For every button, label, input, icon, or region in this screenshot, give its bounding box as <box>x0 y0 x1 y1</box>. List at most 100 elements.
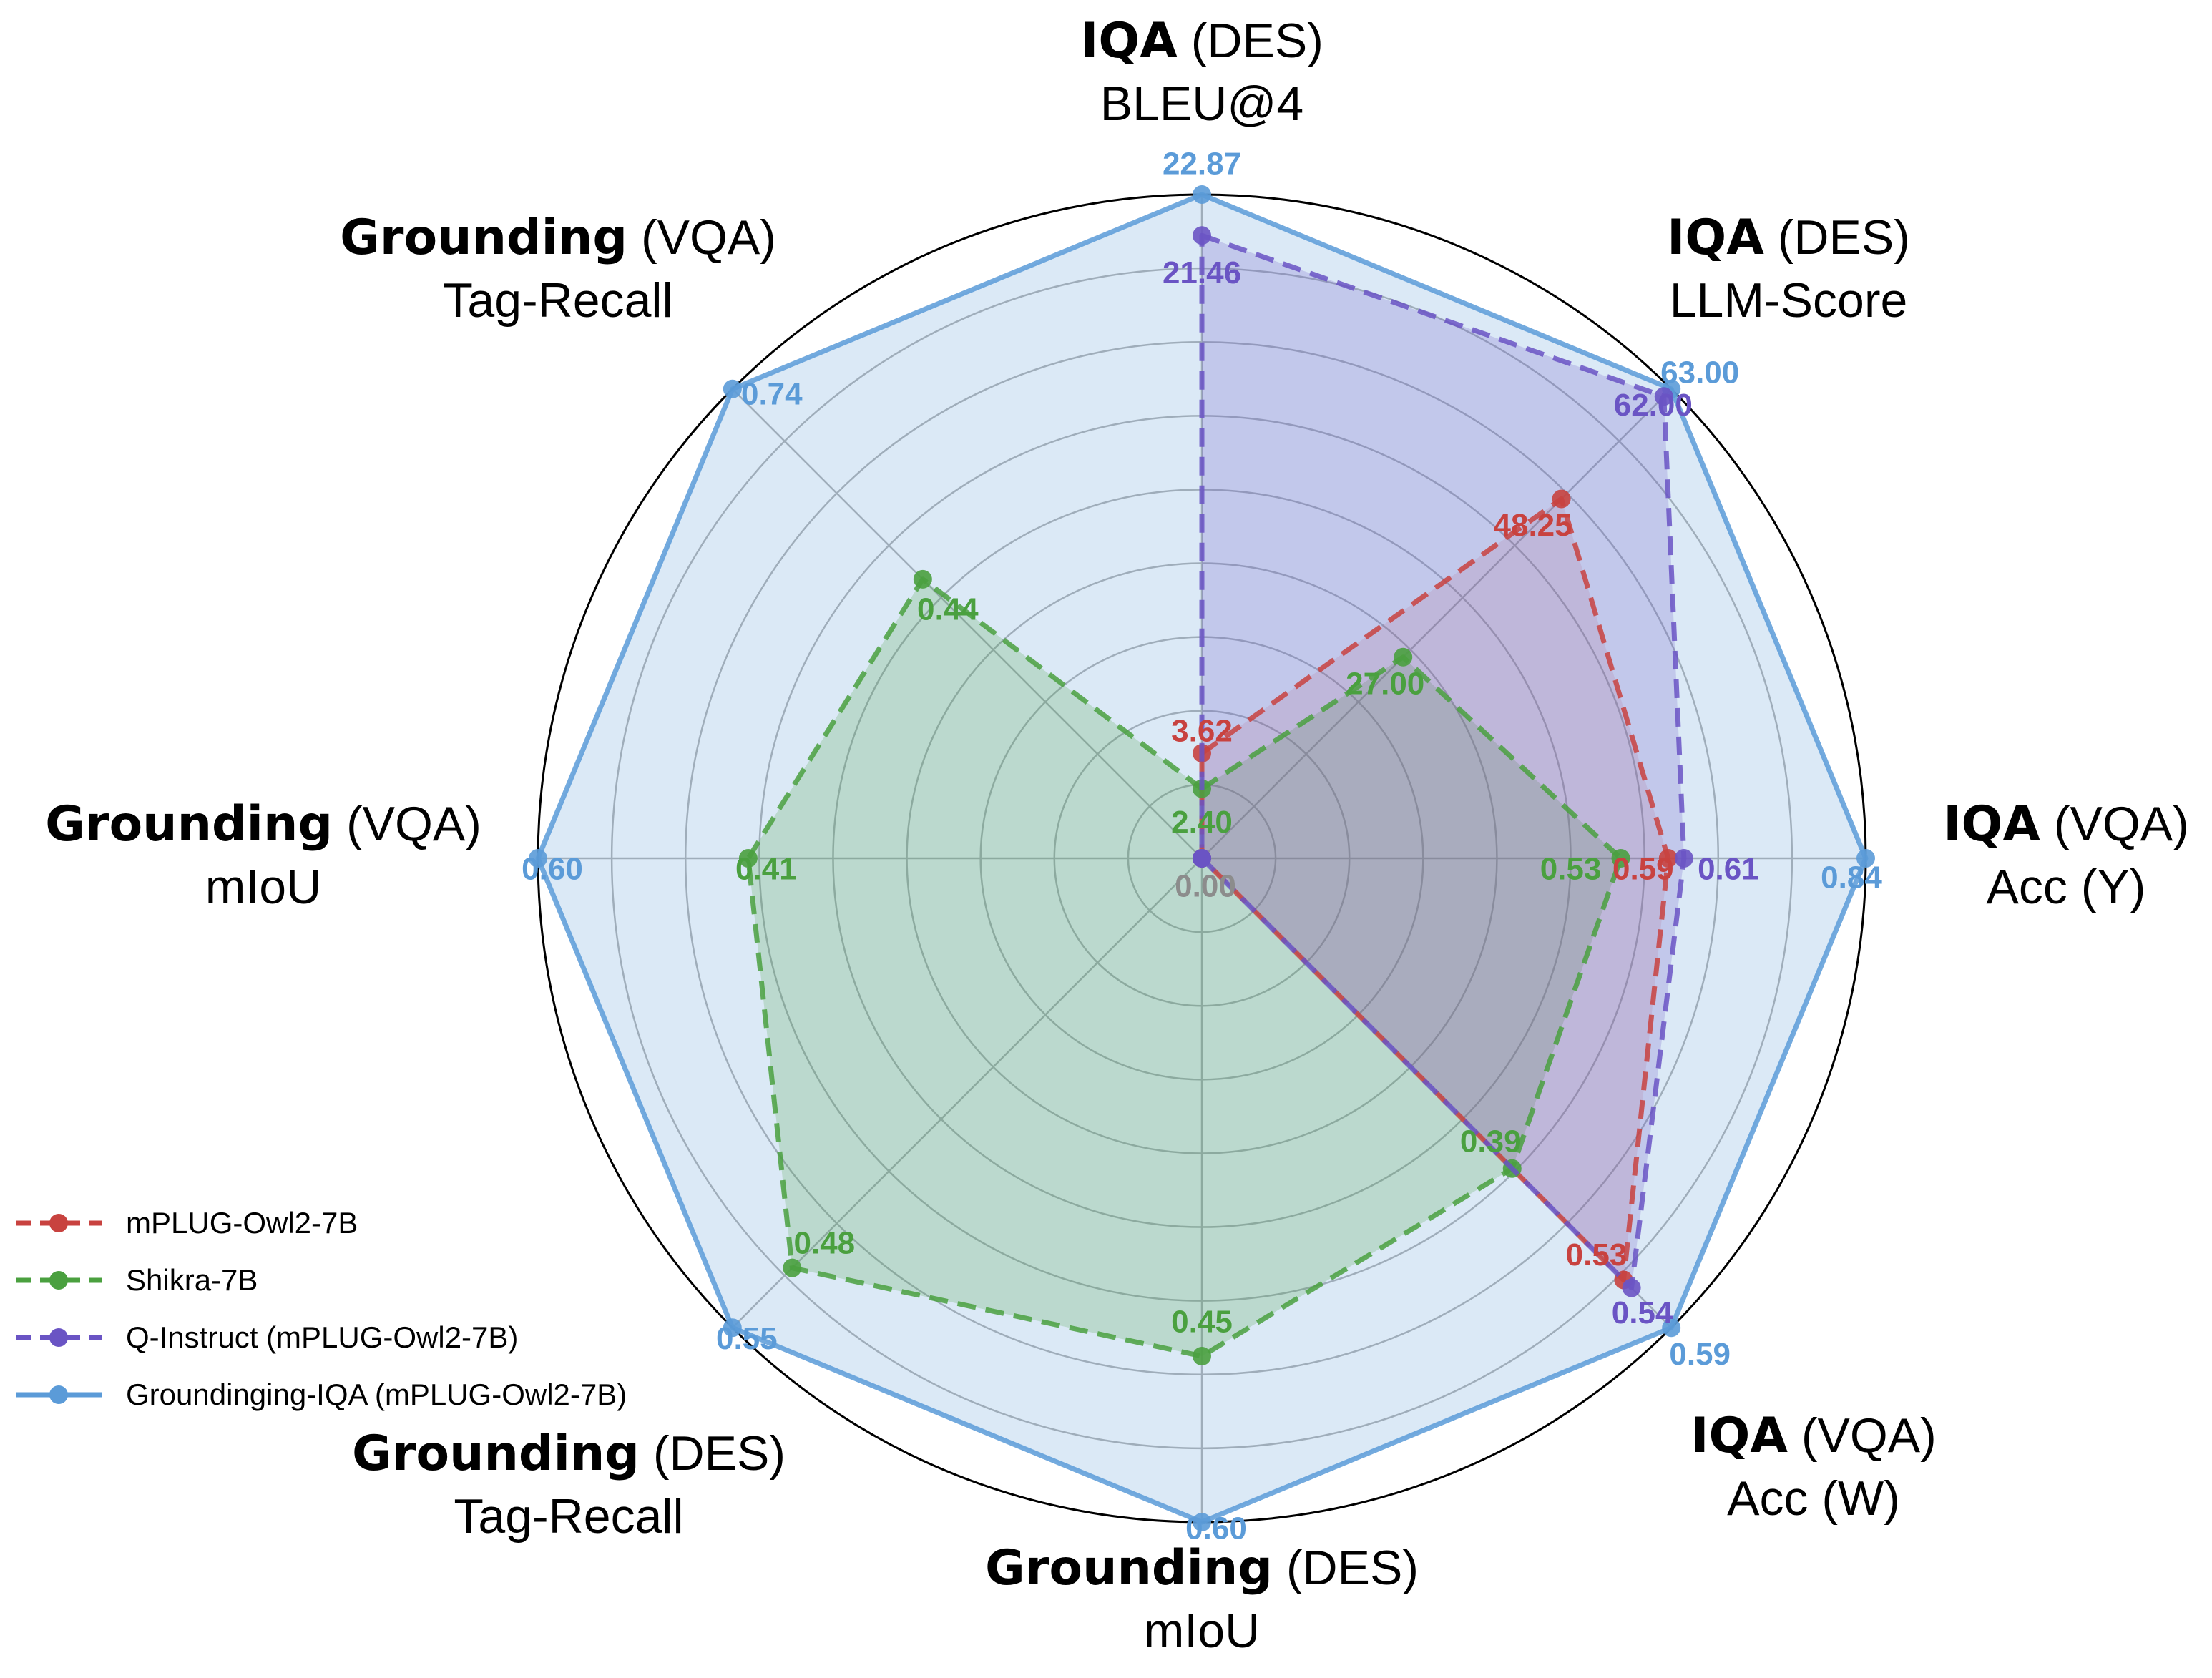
value-label: 63.00 <box>1660 355 1739 390</box>
value-label: 0.48 <box>794 1225 856 1260</box>
value-labels: 2.40 27.00 0.53 0.39 0.45 0.48 0.41 0.44 3.62 48.… <box>522 147 1882 1546</box>
data-point <box>1611 849 1630 868</box>
axis-title: IQA (VQA) <box>1943 796 2189 853</box>
data-point <box>783 1258 802 1277</box>
axis-title: IQA (DES) <box>1667 210 1910 266</box>
value-label: 0.55 <box>716 1321 778 1356</box>
axis-title-category: Grounding <box>340 210 627 266</box>
axis-title: Grounding (DES) <box>985 1540 1419 1596</box>
data-point <box>1193 1513 1211 1531</box>
axis-title-category: IQA <box>1943 796 2040 853</box>
value-label: 27.00 <box>1346 666 1424 701</box>
data-point <box>1193 1347 1211 1365</box>
data-point <box>738 849 758 868</box>
axis-title-task: (VQA) <box>2040 797 2189 851</box>
legend-label: mPLUG-Owl2-7B <box>126 1206 358 1240</box>
value-label: 0.39 <box>1460 1124 1522 1159</box>
value-label: 0.53 <box>1566 1237 1628 1272</box>
value-label: 0.44 <box>917 592 979 627</box>
legend-swatch <box>16 1271 102 1290</box>
data-point <box>1622 1278 1641 1297</box>
data-point <box>1394 647 1413 667</box>
legend-item: Q-Instruct (mPLUG-Owl2-7B) <box>16 1309 810 1366</box>
value-label: 0.54 <box>1612 1295 1673 1330</box>
value-label: 0.45 <box>1171 1305 1233 1340</box>
axis-title-metric: Acc (W) <box>1727 1471 1900 1526</box>
value-label: 0.59 <box>1669 1337 1731 1372</box>
legend-swatch <box>16 1328 102 1347</box>
data-point <box>1662 1318 1681 1338</box>
series-line-1 <box>745 576 1623 1359</box>
value-label: 0.41 <box>735 852 797 887</box>
value-label: 0.61 <box>1698 852 1759 887</box>
value-label: 48.25 <box>1494 508 1572 543</box>
axis-title-task: (VQA) <box>1788 1408 1937 1463</box>
data-point <box>913 569 932 589</box>
data-point <box>1193 226 1211 245</box>
value-label: 62.00 <box>1614 388 1693 423</box>
data-point <box>1193 185 1211 204</box>
axis-title-metric: LLM-Score <box>1670 273 1908 328</box>
axis-title-category: IQA <box>1690 1408 1788 1464</box>
axis-title: Grounding (DES) <box>352 1426 786 1482</box>
axis-title: IQA (DES) <box>1080 13 1323 69</box>
value-label: 0.74 <box>741 376 803 411</box>
axis-title-task: (DES) <box>1273 1541 1419 1595</box>
grid-spoke <box>1201 388 1673 859</box>
data-point <box>1674 849 1693 868</box>
axis-title-category: Grounding <box>352 1426 640 1482</box>
value-label: 0.60 <box>1185 1511 1247 1546</box>
legend-item: mPLUG-Owl2-7B <box>16 1194 810 1252</box>
axis-title-metric: BLEU@4 <box>1100 77 1303 131</box>
axis-title: IQA (VQA) <box>1690 1408 1937 1464</box>
value-label: 0.53 <box>1540 852 1602 887</box>
value-label: 0.59 <box>1612 852 1674 887</box>
axis-title: Grounding (VQA) <box>340 210 776 266</box>
data-point <box>723 379 742 398</box>
axis-title-task: (DES) <box>1178 14 1323 68</box>
grid-spoke <box>731 388 1203 859</box>
data-point <box>1552 489 1571 509</box>
value-label: 21.46 <box>1163 255 1241 290</box>
series-fill-0 <box>1202 499 1668 1280</box>
data-point <box>1658 849 1678 868</box>
axis-titles: IQA (DES) BLEU@4 IQA (DES) LLM-Score IQA (VQ… <box>45 13 2189 1658</box>
series-line-2 <box>1199 232 1687 1291</box>
axis-title-metric: mIoU <box>205 860 321 914</box>
axis-title-category: Grounding <box>985 1540 1273 1596</box>
data-point <box>723 1318 742 1338</box>
axis-title-task: (DES) <box>640 1426 786 1481</box>
axis-title-category: IQA <box>1667 210 1764 266</box>
data-point <box>1654 387 1673 406</box>
axis-title-metric: Tag-Recall <box>454 1489 683 1544</box>
legend-label: Q-Instruct (mPLUG-Owl2-7B) <box>126 1320 519 1354</box>
legend-swatch <box>16 1214 102 1232</box>
legend-label: Shikra-7B <box>126 1263 258 1297</box>
data-point <box>1856 849 1875 868</box>
value-label: 0.84 <box>1821 860 1882 896</box>
legend-label: Groundinging-IQA (mPLUG-Owl2-7B) <box>126 1378 627 1411</box>
legend-item: Shikra-7B <box>16 1252 810 1309</box>
axis-title-category: IQA <box>1080 13 1178 69</box>
legend-swatch <box>16 1385 102 1404</box>
grid-spoke <box>731 858 1203 1329</box>
axis-title-task: (VQA) <box>333 797 481 851</box>
data-point <box>529 849 547 868</box>
chart-legend: mPLUG-Owl2-7B Shikra-7B Q-Instruct (mPLUG-… <box>16 1194 810 1431</box>
series-lines <box>529 185 1875 1531</box>
legend-item: Groundinging-IQA (mPLUG-Owl2-7B) <box>16 1366 810 1423</box>
axis-title-metric: mIoU <box>1144 1604 1260 1658</box>
value-label: 2.40 <box>1171 805 1233 840</box>
axis-title-category: Grounding <box>45 796 333 853</box>
axis-title: Grounding (VQA) <box>45 796 481 853</box>
data-point <box>1193 849 1211 868</box>
axis-title-metric: Tag-Recall <box>443 273 672 328</box>
value-label: 22.87 <box>1163 147 1241 182</box>
axis-title-task: (VQA) <box>627 210 776 265</box>
value-label: 0.60 <box>522 852 583 887</box>
axis-title-metric: Acc (Y) <box>1987 860 2146 914</box>
series-fill-1 <box>748 579 1621 1356</box>
axis-title-task: (DES) <box>1764 210 1910 265</box>
center-value-label: 0.00 <box>1175 869 1236 904</box>
